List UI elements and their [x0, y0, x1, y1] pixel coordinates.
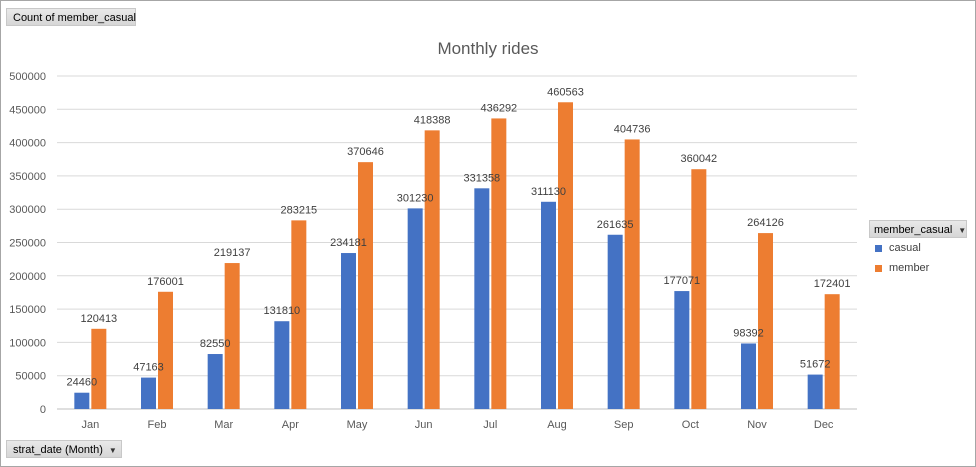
data-label-casual-may: 234181: [330, 237, 367, 249]
x-tick-label: Feb: [148, 419, 167, 431]
y-tick-label: 0: [40, 404, 46, 416]
legend-swatch-member: [875, 264, 882, 272]
bar-casual-sep: [607, 234, 623, 409]
legend: member_casual ▼ casual member: [869, 220, 967, 278]
y-tick-label: 150000: [9, 304, 46, 316]
x-tick-label: Dec: [814, 419, 834, 431]
y-tick-label: 400000: [9, 138, 46, 150]
bar-member-apr: [291, 220, 307, 409]
data-label-member-feb: 176001: [147, 276, 184, 288]
data-label-member-jun: 418388: [414, 114, 451, 126]
y-tick-label: 250000: [9, 238, 46, 250]
y-tick-label: 500000: [9, 71, 46, 83]
bar-member-aug: [558, 102, 573, 409]
x-tick-label: Mar: [214, 419, 233, 431]
y-axis-ticks: 0 50000 100000 150000 200000 250000 300000 3500…: [9, 71, 46, 416]
data-label-casual-aug: 311130: [531, 186, 566, 198]
legend-label-casual: casual: [889, 242, 921, 254]
bar-casual-aug: [541, 201, 556, 409]
x-axis-ticks: Jan Feb Mar Apr May Jun Jul Aug Sep Oct Nov Dec: [81, 419, 833, 431]
dropdown-arrow-icon: ▼: [108, 446, 117, 455]
data-label-casual-mar: 82550: [200, 338, 231, 350]
data-label-member-mar: 219137: [214, 247, 251, 259]
bar-member-mar: [224, 263, 240, 409]
data-label-casual-oct: 177071: [663, 275, 700, 287]
y-tick-label: 300000: [9, 204, 46, 216]
y-tick-label: 450000: [9, 104, 46, 116]
data-label-member-may: 370646: [347, 146, 384, 158]
y-tick-label: 200000: [9, 271, 46, 283]
bar-casual-nov: [741, 343, 756, 409]
value-field-button[interactable]: Count of member_casual: [6, 8, 136, 26]
bar-casual-feb: [141, 377, 156, 409]
x-tick-label: Jun: [415, 419, 433, 431]
bar-casual-jun: [407, 208, 423, 409]
x-tick-label: May: [347, 419, 368, 431]
bar-casual-apr: [274, 321, 290, 409]
bar-member-jun: [424, 130, 440, 410]
gridlines: [57, 75, 857, 410]
data-label-casual-apr: 131810: [263, 305, 300, 317]
value-field-label: Count of member_casual: [13, 12, 136, 24]
x-tick-label: Aug: [547, 419, 567, 431]
data-label-casual-sep: 261635: [597, 219, 634, 231]
dropdown-arrow-icon: ▼: [958, 226, 967, 235]
bar-member-feb: [158, 291, 173, 409]
legend-item-casual: casual: [869, 238, 967, 258]
bar-casual-may: [341, 253, 356, 409]
y-tick-label: 50000: [15, 371, 46, 383]
legend-field-label: member_casual: [874, 224, 953, 236]
legend-item-member: member: [869, 258, 967, 278]
x-tick-label: Oct: [682, 419, 699, 431]
data-label-casual-nov: 98392: [733, 327, 764, 339]
bar-casual-dec: [807, 374, 823, 409]
bar-member-dec: [824, 294, 840, 409]
chart-title: Monthly rides: [437, 39, 538, 58]
bar-member-jan: [91, 328, 107, 409]
x-tick-label: Jan: [81, 419, 99, 431]
bars: [74, 102, 840, 410]
bar-casual-jan: [74, 392, 90, 409]
data-label-member-dec: 172401: [814, 278, 851, 290]
y-tick-label: 350000: [9, 171, 46, 183]
data-label-member-aug: 460563: [547, 86, 584, 98]
bar-member-may: [358, 162, 373, 409]
data-label-member-jan: 120413: [80, 313, 117, 325]
bar-member-oct: [691, 169, 707, 409]
data-labels: 24460 120413 47163 176001 82550 219137 131810 2…: [67, 86, 851, 388]
bar-member-nov: [758, 233, 773, 409]
data-label-member-apr: 283215: [280, 204, 317, 216]
legend-field-button[interactable]: member_casual ▼: [869, 220, 967, 238]
axis-field-label: strat_date (Month): [13, 444, 103, 456]
x-tick-label: Apr: [282, 419, 299, 431]
data-label-member-jul: 436292: [480, 102, 517, 114]
data-label-member-oct: 360042: [680, 153, 717, 165]
legend-label-member: member: [889, 262, 930, 274]
data-label-member-nov: 264126: [747, 217, 784, 229]
data-label-casual-jun: 301230: [397, 192, 434, 204]
bar-casual-oct: [674, 291, 690, 409]
x-tick-label: Sep: [614, 419, 634, 431]
data-label-casual-feb: 47163: [133, 362, 164, 374]
x-tick-label: Jul: [483, 419, 497, 431]
data-label-casual-jan: 24460: [67, 377, 98, 389]
y-tick-label: 100000: [9, 337, 46, 349]
data-label-member-sep: 404736: [614, 123, 651, 135]
data-label-casual-dec: 51672: [800, 359, 831, 371]
data-label-casual-jul: 331358: [463, 172, 500, 184]
bar-member-sep: [624, 139, 640, 409]
legend-swatch-casual: [875, 244, 882, 252]
bar-member-jul: [491, 118, 507, 409]
bar-casual-jul: [474, 188, 490, 409]
x-tick-label: Nov: [747, 419, 767, 431]
axis-field-button[interactable]: strat_date (Month) ▼: [6, 440, 122, 458]
bar-casual-mar: [207, 354, 223, 409]
